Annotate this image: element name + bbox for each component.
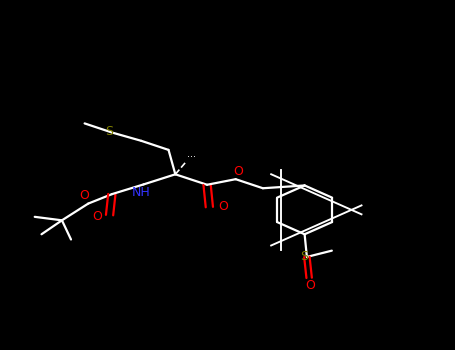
Text: ···: ··· xyxy=(187,153,196,162)
Text: S: S xyxy=(106,125,114,138)
Text: NH: NH xyxy=(132,186,151,198)
Text: O: O xyxy=(79,189,89,202)
Text: O: O xyxy=(306,279,315,292)
Text: O: O xyxy=(92,210,102,223)
Text: O: O xyxy=(233,165,243,178)
Text: O: O xyxy=(218,200,228,213)
Text: S: S xyxy=(301,250,308,263)
